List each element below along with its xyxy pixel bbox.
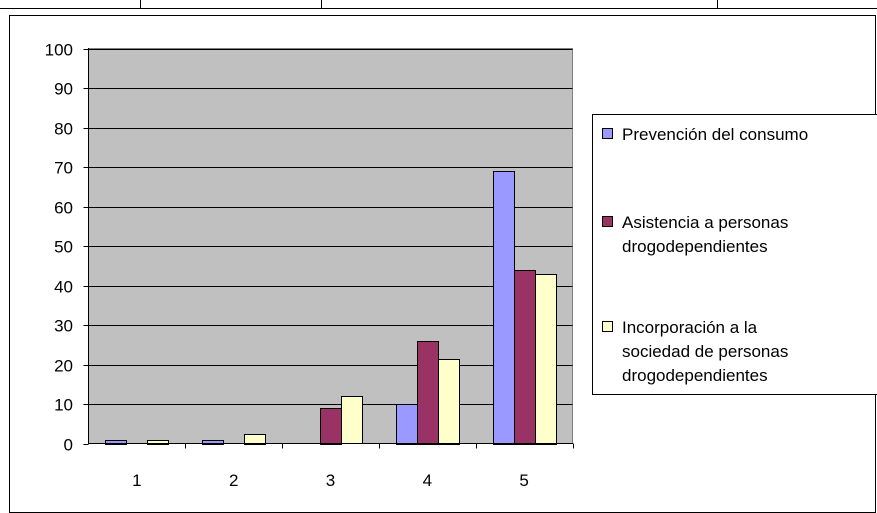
y-tick-label: 20 — [54, 357, 73, 376]
y-tick-label: 10 — [54, 396, 73, 415]
legend-label: drogodependientes — [622, 237, 768, 256]
y-tick-label: 100 — [45, 41, 73, 60]
bar-series2-cat5 — [514, 270, 536, 445]
bar-series3-cat3 — [341, 396, 363, 444]
y-tick-label: 30 — [54, 317, 73, 336]
x-tick-label: 2 — [229, 471, 238, 490]
table-border-remnant — [0, 0, 877, 9]
bar-series3-cat2 — [244, 434, 266, 445]
bar-series3-cat5 — [535, 274, 557, 445]
legend-swatch — [602, 128, 613, 139]
y-tick-label: 90 — [54, 80, 73, 99]
y-axis-ticks: 0 10 20 30 40 50 60 70 80 90 100 — [45, 41, 89, 455]
x-tick-label: 5 — [519, 471, 528, 490]
legend: Prevención del consumo Asistencia a perso… — [602, 125, 808, 385]
y-tick-label: 70 — [54, 159, 73, 178]
legend-label: Prevención del consumo — [622, 125, 808, 144]
x-tick-label: 4 — [423, 471, 432, 490]
bar-series1-cat4 — [396, 404, 418, 445]
bar-series3-cat1 — [147, 440, 169, 445]
legend-box — [592, 114, 877, 395]
bar-series1-cat2 — [202, 440, 224, 445]
x-tick-label: 1 — [132, 471, 141, 490]
y-tick-label: 40 — [54, 278, 73, 297]
y-tick-label: 0 — [64, 436, 73, 455]
bar-series2-cat4 — [417, 341, 439, 445]
legend-label: drogodependientes — [622, 366, 768, 385]
legend-label: Asistencia a personas — [622, 213, 788, 232]
gridlines — [88, 49, 573, 405]
x-axis-ticks: 1 2 3 4 5 — [132, 443, 574, 490]
bar-series1-cat1 — [105, 440, 127, 445]
legend-swatch — [602, 321, 613, 332]
bar-series1-cat5 — [493, 171, 515, 445]
legend-label: sociedad de personas — [622, 342, 788, 361]
y-tick-label: 50 — [54, 238, 73, 257]
legend-label: Incorporación a la — [622, 318, 758, 337]
bar-series2-cat3 — [320, 408, 342, 445]
bar-series3-cat4 — [438, 359, 460, 445]
legend-swatch — [602, 216, 613, 227]
y-tick-label: 60 — [54, 199, 73, 218]
x-tick-label: 3 — [326, 471, 335, 490]
bars — [105, 171, 557, 445]
y-tick-label: 80 — [54, 120, 73, 139]
